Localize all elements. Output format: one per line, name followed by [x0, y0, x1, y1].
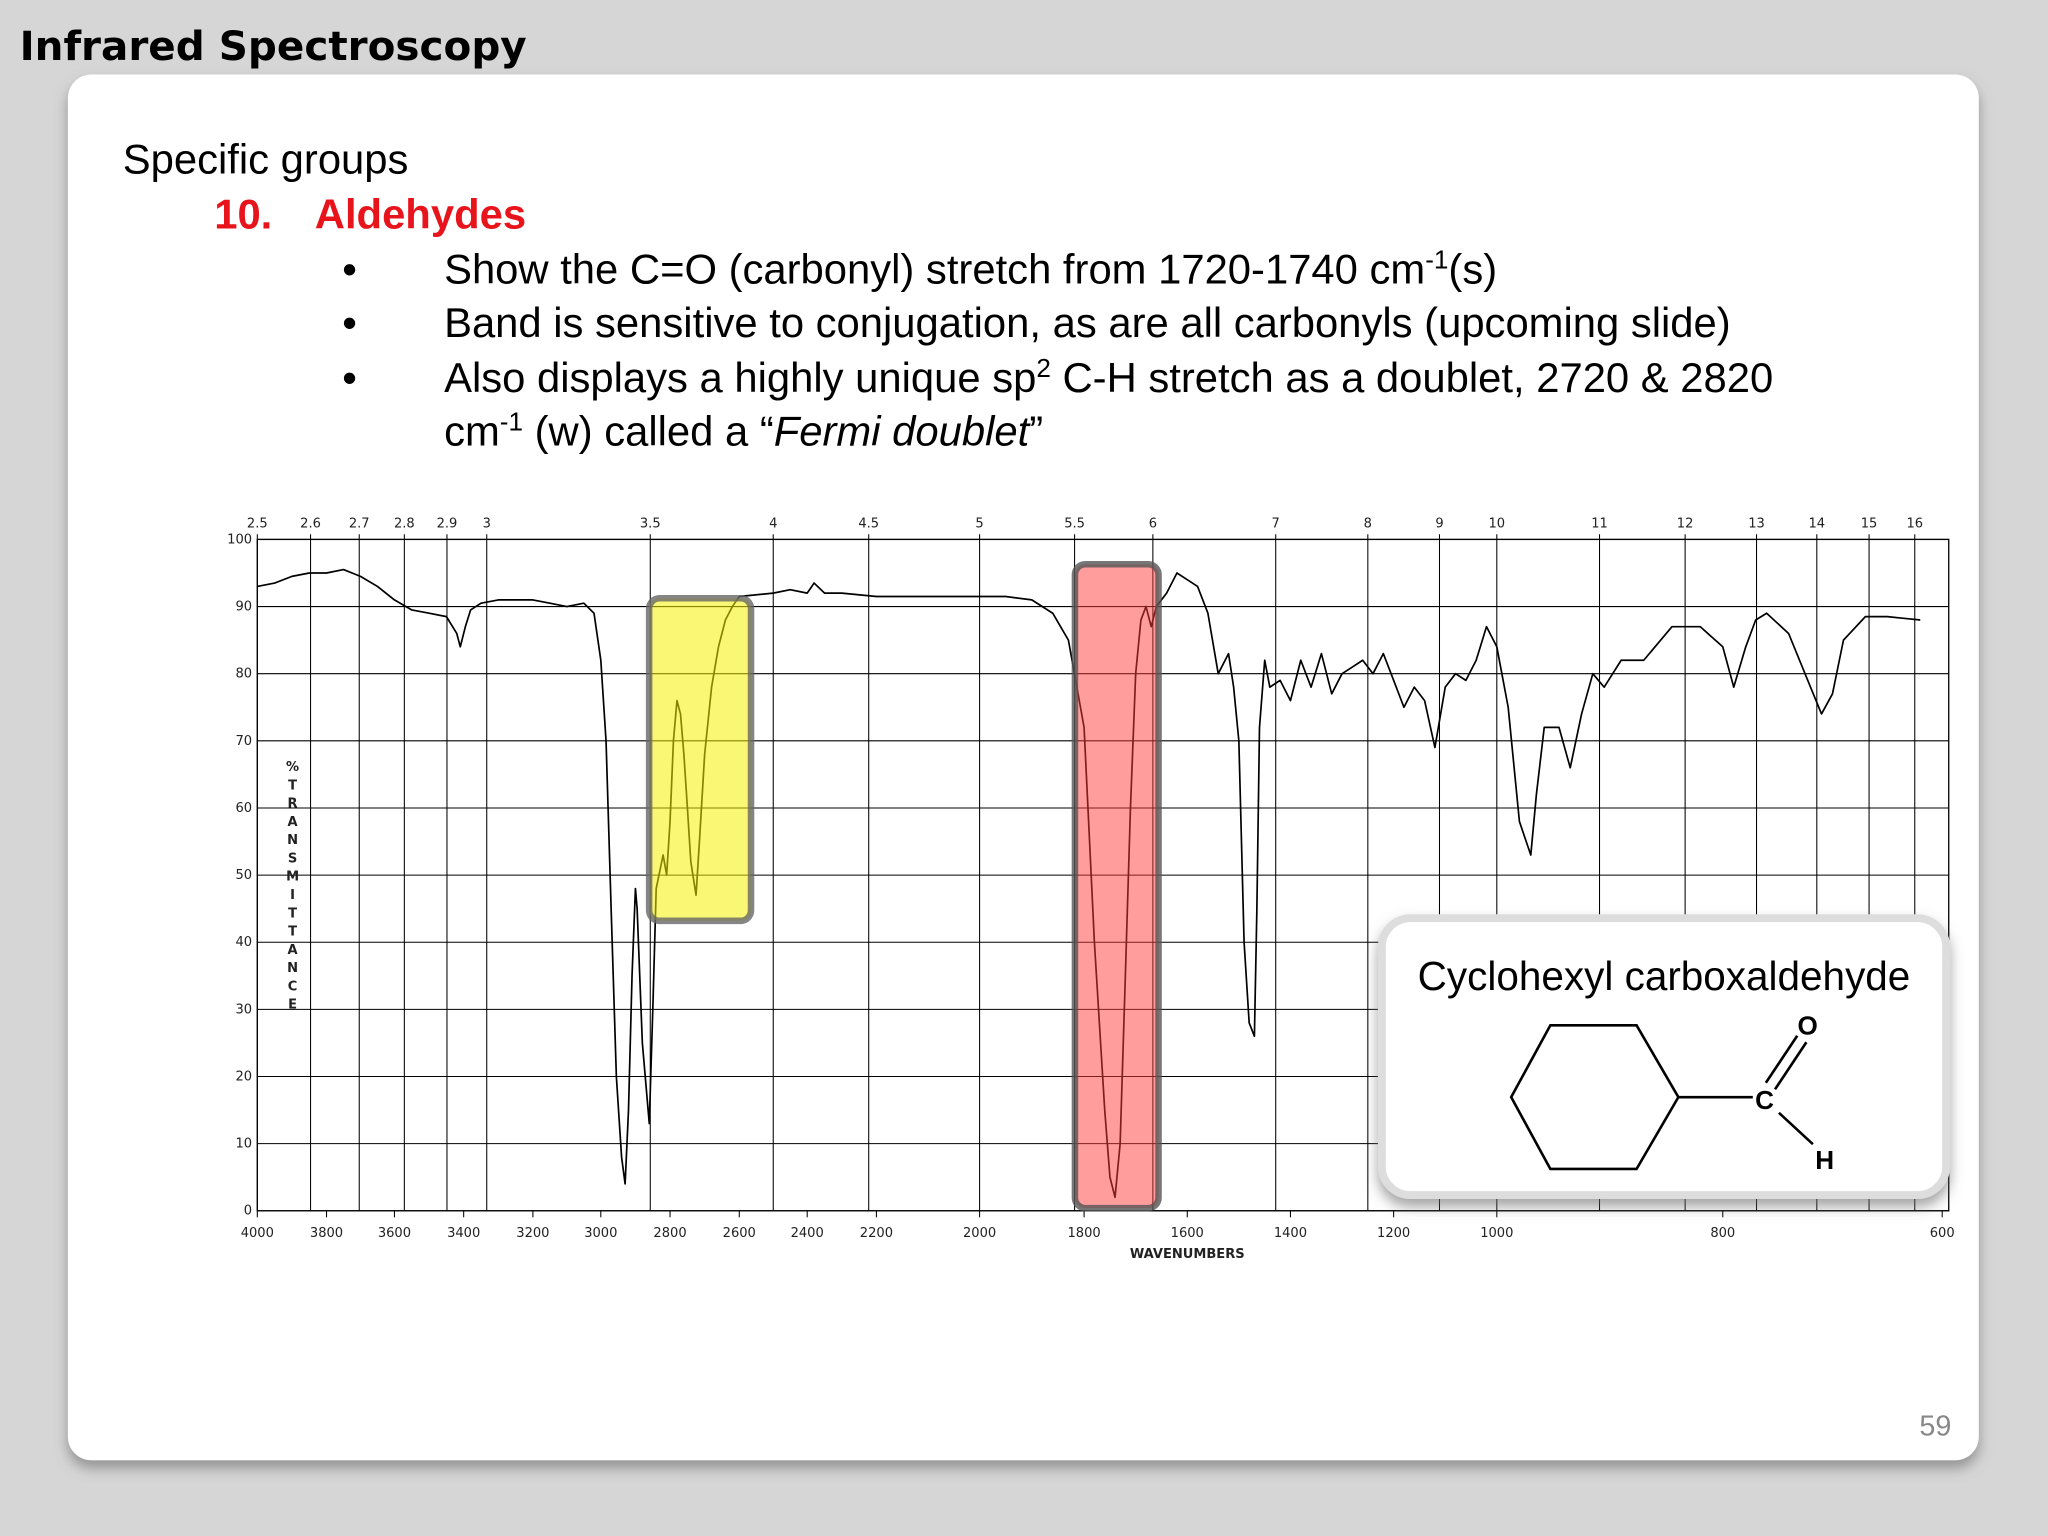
bullet-text: cm-1 (w) called a “Fermi doublet” [444, 406, 1043, 454]
x2-tick-label: 3.5 [640, 517, 661, 532]
y-tick-label: 30 [235, 1002, 252, 1017]
x2-tick-label: 13 [1748, 517, 1765, 532]
y-axis-label: %TRANSMITTANCE [285, 760, 300, 1016]
y-tick-label: 10 [235, 1137, 252, 1152]
bullet: • [342, 299, 357, 346]
x-tick-label: 3600 [378, 1226, 411, 1241]
x-tick-label: 3000 [584, 1226, 617, 1241]
atom-label: C [1755, 1085, 1774, 1115]
y-tick-label: 100 [227, 532, 252, 547]
x2-tick-label: 2.8 [394, 517, 415, 532]
x2-tick-label: 9 [1435, 517, 1443, 532]
bullet-text: Show the C=O (carbonyl) stretch from 172… [444, 244, 1497, 292]
y-tick-label: 20 [235, 1069, 252, 1084]
page-number: 59 [1919, 1410, 1951, 1442]
text: Fermi doublet [774, 407, 1032, 454]
x-tick-label: 3200 [516, 1226, 549, 1241]
y-tick-label: 0 [244, 1204, 252, 1219]
y-tick-label: 90 [235, 599, 252, 614]
bond [1764, 1035, 1799, 1084]
heading: Specific groups [123, 136, 409, 183]
text: Show the C=O (carbonyl) stretch from 172… [444, 245, 1425, 292]
text: cm [444, 407, 500, 454]
item-title: Aldehydes [315, 191, 526, 238]
x2-tick-label: 8 [1364, 517, 1372, 532]
x-tick-label: 4000 [241, 1226, 274, 1241]
text: C-H stretch as a doublet, 2720 & 2820 [1051, 354, 1773, 401]
x2-tick-label: 6 [1149, 517, 1157, 532]
superscript: 2 [1036, 353, 1051, 383]
x-tick-label: 2800 [653, 1226, 686, 1241]
x2-tick-label: 2.9 [437, 517, 458, 532]
text: ” [1029, 407, 1043, 454]
superscript: -1 [500, 406, 523, 436]
x2-tick-label: 2.7 [349, 517, 370, 532]
x2-tick-label: 5 [975, 517, 983, 532]
text: (s) [1448, 245, 1497, 292]
x2-tick-label: 12 [1677, 517, 1694, 532]
y-tick-label: 60 [235, 801, 252, 816]
bullet: • [342, 354, 357, 401]
x-tick-label: 1800 [1067, 1226, 1100, 1241]
x-tick-label: 3400 [447, 1226, 480, 1241]
x2-tick-label: 14 [1809, 517, 1826, 532]
x-tick-label: 3800 [310, 1226, 343, 1241]
x-tick-label: 1600 [1171, 1226, 1204, 1241]
atom-label: O [1798, 1010, 1818, 1040]
y-tick-label: 50 [235, 868, 252, 883]
bond [1773, 1041, 1808, 1091]
y-tick-label: 40 [235, 935, 252, 950]
x2-tick-label: 7 [1272, 517, 1280, 532]
highlight-yellow [645, 594, 755, 925]
bond [1778, 1111, 1814, 1146]
bullet-text: Band is sensitive to conjugation, as are… [444, 299, 1731, 346]
text: Also displays a highly unique sp [444, 354, 1036, 401]
x2-tick-label: 2.5 [247, 517, 268, 532]
x2-tick-label: 5.5 [1064, 517, 1085, 532]
x-tick-label: 800 [1710, 1226, 1735, 1241]
x2-tick-label: 15 [1861, 517, 1878, 532]
bullet: • [342, 245, 357, 292]
x2-tick-label: 3 [483, 517, 491, 532]
x-tick-label: 1000 [1480, 1226, 1513, 1241]
slide-title: Infrared Spectroscopy [20, 22, 527, 70]
superscript: -1 [1425, 244, 1448, 274]
x2-tick-label: 16 [1906, 517, 1923, 532]
x2-tick-label: 10 [1489, 517, 1506, 532]
highlight-red [1071, 560, 1162, 1212]
structure-box: Cyclohexyl carboxaldehyde O C H [1377, 914, 1951, 1200]
bullet-list: • Show the C=O (carbonyl) stretch from 1… [342, 244, 1773, 454]
x-tick-label: 1400 [1274, 1226, 1307, 1241]
item-number: 10. [214, 191, 272, 238]
structure-panel [1377, 914, 1951, 1200]
x-tick-label: 2400 [791, 1226, 824, 1241]
x2-tick-label: 4 [769, 517, 777, 532]
y-tick-label: 70 [235, 734, 252, 749]
x-tick-label: 2200 [860, 1226, 893, 1241]
bullet-text: Also displays a highly unique sp2 C-H st… [444, 353, 1773, 401]
x2-tick-label: 11 [1591, 517, 1608, 532]
structure-label: Cyclohexyl carboxaldehyde [1418, 953, 1911, 999]
x-tick-label: 2000 [963, 1226, 996, 1241]
highlights [645, 560, 1162, 1212]
y-tick-label: 80 [235, 667, 252, 682]
text: (w) called a “ [523, 407, 774, 454]
x2-tick-label: 2.6 [300, 517, 321, 532]
x-tick-label: 600 [1930, 1226, 1955, 1241]
atom-label: H [1815, 1145, 1834, 1175]
x2-tick-label: 4.5 [858, 517, 879, 532]
x-tick-label: 1200 [1377, 1226, 1410, 1241]
x-tick-label: 2600 [723, 1226, 756, 1241]
x-axis-label: WAVENUMBERS [1130, 1247, 1245, 1262]
